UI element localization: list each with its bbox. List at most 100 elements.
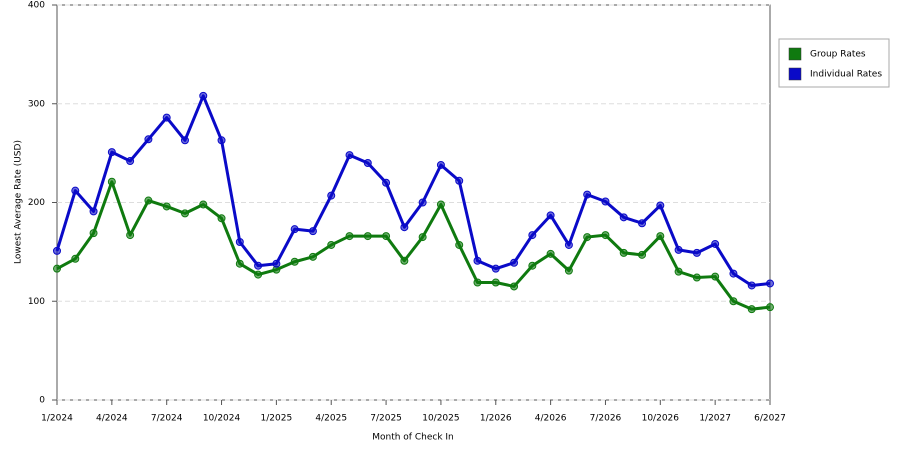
data-point [601, 231, 610, 240]
data-point [363, 232, 372, 241]
data-point [528, 231, 537, 240]
data-point [126, 157, 135, 166]
series-line [55, 94, 771, 287]
data-point [583, 190, 592, 199]
data-point [53, 246, 61, 255]
data-point [601, 197, 610, 206]
data-point [638, 219, 647, 228]
data-point [766, 303, 774, 312]
data-point [363, 159, 372, 167]
data-point [674, 267, 683, 276]
data-point [235, 259, 244, 268]
data-point [674, 245, 683, 254]
data-point [235, 238, 244, 246]
x-tick-label: 7/2025 [370, 414, 402, 424]
y-tick-label: 400 [28, 1, 45, 11]
x-tick-label: 1/2026 [480, 414, 512, 424]
data-point [436, 160, 445, 169]
data-point [656, 232, 665, 241]
data-point [455, 176, 464, 185]
data-point [71, 186, 80, 195]
x-tick-label: 10/2026 [642, 414, 680, 424]
data-point [162, 202, 171, 211]
data-point [564, 240, 573, 249]
x-tick-label: 4/2025 [315, 414, 347, 424]
y-tick-label: 0 [39, 396, 45, 406]
data-point [729, 297, 738, 306]
x-tick-label: 4/2024 [96, 414, 128, 424]
data-point [144, 196, 153, 205]
legend-swatch [788, 47, 802, 61]
y-tick-label: 100 [28, 297, 45, 307]
data-point [327, 240, 336, 249]
data-point [290, 257, 299, 266]
data-point [436, 200, 445, 209]
data-point [327, 191, 336, 200]
x-tick-label: 10/2024 [203, 414, 241, 424]
data-point [180, 209, 189, 218]
x-tick-label: 6/2027 [754, 414, 786, 424]
data-point [619, 213, 628, 222]
data-point [345, 151, 354, 160]
data-point [382, 232, 391, 241]
data-point [199, 200, 208, 209]
data-point [711, 239, 720, 248]
data-point [638, 250, 647, 259]
data-point [199, 91, 208, 100]
legend-label: Individual Rates [810, 70, 882, 80]
data-point [290, 225, 299, 234]
legend-swatch [788, 67, 802, 81]
x-tick-label: 1/2025 [261, 414, 293, 424]
data-point [564, 266, 573, 275]
data-point [53, 264, 61, 273]
data-point [308, 252, 317, 261]
data-point [491, 264, 500, 273]
series-line [56, 180, 771, 311]
data-point [272, 259, 281, 268]
data-point [692, 248, 701, 257]
data-point [162, 113, 171, 122]
x-tick-label: 1/2027 [699, 414, 731, 424]
x-axis-label: Month of Check In [372, 433, 454, 443]
data-point [510, 258, 519, 267]
data-point [144, 135, 153, 144]
data-point [126, 231, 135, 240]
x-tick-label: 7/2026 [590, 414, 622, 424]
data-point [345, 232, 354, 241]
data-point [491, 278, 500, 287]
data-point [473, 278, 482, 287]
x-tick-label: 10/2025 [422, 414, 459, 424]
data-point [217, 136, 226, 145]
y-tick-label: 200 [28, 198, 45, 208]
data-point [510, 282, 519, 291]
data-point [473, 256, 482, 265]
data-point [747, 305, 756, 314]
data-point [89, 207, 98, 216]
data-point [711, 272, 720, 281]
data-point [180, 136, 189, 145]
data-point [747, 281, 756, 290]
data-point [107, 177, 116, 186]
data-point [766, 279, 774, 288]
data-point [583, 233, 592, 242]
data-point [254, 261, 263, 270]
data-point [107, 148, 116, 157]
y-tick-label: 300 [28, 99, 45, 109]
legend-label: Group Rates [810, 50, 866, 60]
data-point [71, 254, 80, 263]
data-point [546, 211, 555, 220]
data-point [254, 270, 263, 279]
data-point [308, 227, 317, 236]
data-point [455, 240, 464, 249]
data-point [546, 249, 555, 258]
data-point [418, 198, 427, 207]
data-point [400, 256, 409, 265]
data-point [692, 273, 701, 282]
data-point [89, 229, 98, 238]
x-tick-label: 4/2026 [535, 414, 567, 424]
data-point [619, 248, 628, 257]
x-tick-label: 7/2024 [151, 414, 183, 424]
y-axis-label: Lowest Average Rate (USD) [14, 140, 24, 264]
data-point [400, 223, 409, 232]
